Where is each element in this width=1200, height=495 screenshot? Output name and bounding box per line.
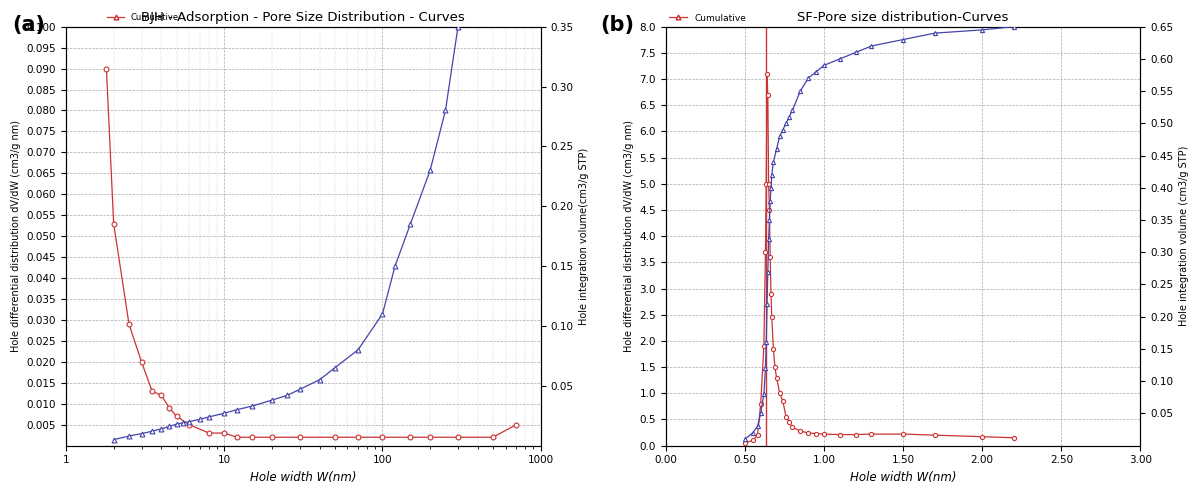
Legend: Cumulative: Cumulative — [666, 10, 750, 26]
Title: SF-Pore size distribution-Curves: SF-Pore size distribution-Curves — [798, 11, 1009, 24]
X-axis label: Hole width W(nm): Hole width W(nm) — [850, 471, 956, 484]
Y-axis label: Hole integration volume(cm3/g STP): Hole integration volume(cm3/g STP) — [580, 148, 589, 325]
Text: (a): (a) — [12, 15, 46, 35]
Text: (b): (b) — [600, 15, 634, 35]
Y-axis label: Hole differential distribution dV/dW (cm3/g nm): Hole differential distribution dV/dW (cm… — [624, 120, 634, 352]
Title: BJH - Adsorption - Pore Size Distribution - Curves: BJH - Adsorption - Pore Size Distributio… — [142, 11, 466, 24]
X-axis label: Hole width W(nm): Hole width W(nm) — [250, 471, 356, 484]
Y-axis label: Hole differential distribution dV/dW (cm3/g nm): Hole differential distribution dV/dW (cm… — [11, 120, 22, 352]
Y-axis label: Hole integration volume (cm3/g STP): Hole integration volume (cm3/g STP) — [1178, 146, 1189, 326]
Legend: Cumulative: Cumulative — [104, 10, 182, 26]
